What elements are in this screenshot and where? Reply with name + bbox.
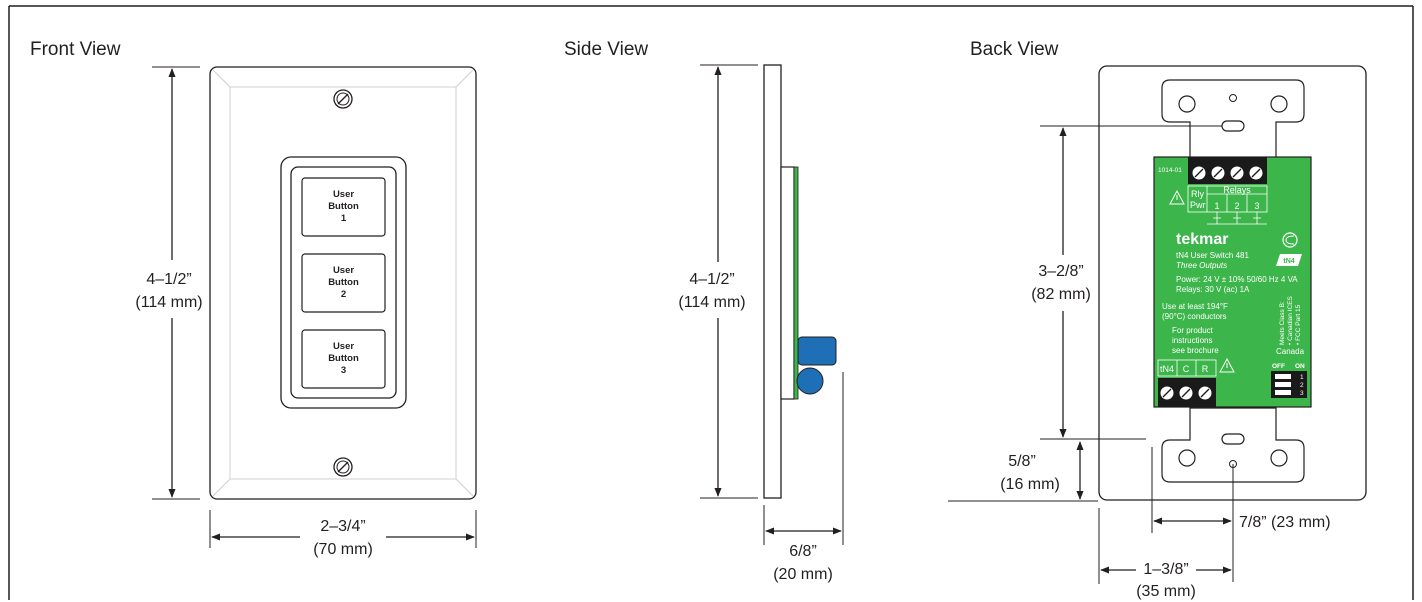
side-plate-profile xyxy=(763,64,782,499)
front-height-imperial: 4–1/2” xyxy=(146,271,191,288)
back-hole-spacing-metric: (82 mm) xyxy=(1031,286,1091,303)
side-height-dimension: 4–1/2” (114 mm) xyxy=(678,64,758,499)
side-depth-dimension: 6/8” (20 mm) xyxy=(763,372,844,583)
diagram-frame xyxy=(8,5,1414,600)
side-pcb xyxy=(793,166,799,400)
front-screw-bottom-icon xyxy=(333,457,353,477)
back-hole-spacing-imperial: 3–2/8” xyxy=(1038,263,1083,280)
back-side-offset-metric: (35 mm) xyxy=(1136,583,1196,600)
back-pcb: 1014-01 Rly Pwr Relays 1 2 3 xyxy=(1153,156,1312,408)
pcb-product-name: tN4 User Switch 481 xyxy=(1176,251,1249,260)
pcb-rly-label: Rly xyxy=(1191,189,1204,199)
front-view: Front View User Button 1 xyxy=(30,39,477,558)
front-view-title: Front View xyxy=(30,39,121,60)
dip-switch: 1 2 3 xyxy=(1271,371,1307,398)
pcb-brand-logo: tekmar xyxy=(1176,231,1228,248)
back-bottom-offset-metric: (16 mm) xyxy=(1000,476,1060,493)
back-center-offset-label: 7/8” (23 mm) xyxy=(1239,514,1331,531)
pcb-relay-3: 3 xyxy=(1254,201,1259,211)
dip-on-label: ON xyxy=(1295,363,1305,370)
back-bottom-offset-dimension: 5/8” (16 mm) xyxy=(948,441,1098,502)
relay-terminal-screws xyxy=(1191,165,1264,181)
front-height-dimension: 4–1/2” (114 mm) xyxy=(135,66,203,500)
dip-off-label: OFF xyxy=(1272,363,1285,370)
user-button-3-line2: Button xyxy=(328,353,359,364)
side-knob xyxy=(796,367,824,395)
back-hole-spacing-dimension: 3–2/8” (82 mm) xyxy=(1031,125,1222,440)
pcb-terminal-r: R xyxy=(1202,364,1209,374)
dip-switch-2: 2 xyxy=(1300,382,1304,389)
pcb-relay-rating: Relays: 30 V (ac) 1A xyxy=(1176,285,1250,294)
pcb-conductors-line2: (90°C) conductors xyxy=(1162,312,1227,321)
user-button-1-number: 1 xyxy=(341,213,347,224)
user-button-2-number: 2 xyxy=(341,289,346,300)
back-center-offset-dimension: 7/8” (23 mm) xyxy=(1151,447,1331,582)
warning-triangle-2-icon xyxy=(1219,357,1235,373)
front-width-dimension: 2–3/4” (70 mm) xyxy=(209,510,477,558)
pcb-compliance-fcc: • FCC Part 15 xyxy=(1295,304,1302,345)
pcb-relay-1: 1 xyxy=(1214,201,1219,211)
pcb-part-number: 1014-01 xyxy=(1158,167,1182,174)
back-side-offset-dimension: 1–3/8” (35 mm) xyxy=(1098,508,1232,600)
pcb-relays-label: Relays xyxy=(1223,185,1251,195)
pcb-canada: Canada xyxy=(1276,347,1305,356)
user-button-3-line1: User xyxy=(333,341,354,352)
user-button-2-line2: Button xyxy=(328,277,359,288)
warning-triangle-icon xyxy=(1169,189,1185,205)
pcb-pwr-label: Pwr xyxy=(1190,200,1206,210)
side-height-imperial: 4–1/2” xyxy=(689,271,734,288)
side-body xyxy=(780,166,795,400)
pcb-relay-2: 2 xyxy=(1234,201,1239,211)
side-view-title: Side View xyxy=(564,39,648,60)
bus-terminal-screws xyxy=(1159,385,1213,401)
dip-switch-1: 1 xyxy=(1300,374,1304,381)
side-depth-imperial: 6/8” xyxy=(789,543,817,560)
front-width-imperial: 2–3/4” xyxy=(320,518,365,535)
pcb-terminal-tn4: tN4 xyxy=(1160,364,1174,374)
pcb-terminal-c: C xyxy=(1183,364,1190,374)
pcb-compliance: Meets Class B: • Canadian ICES • FCC Par… xyxy=(1279,295,1302,345)
top-mounting-bracket xyxy=(1161,79,1305,159)
user-button-2: User Button 2 xyxy=(301,253,386,313)
tn4-badge-text: tN4 xyxy=(1283,258,1294,265)
user-button-1-line2: Button xyxy=(328,201,359,212)
back-side-offset-imperial: 1–3/8” xyxy=(1143,561,1188,578)
pcb-instructions-line3: see brochure xyxy=(1172,346,1219,355)
user-button-3-number: 3 xyxy=(341,365,346,376)
back-bottom-offset-imperial: 5/8” xyxy=(1008,453,1036,470)
pcb-instructions-line1: For product xyxy=(1172,326,1214,335)
pcb-power-rating: Power: 24 V ± 10% 50/60 Hz 4 VA xyxy=(1176,275,1298,284)
pcb-conductors-line1: Use at least 194°F xyxy=(1162,302,1228,311)
pcb-compliance-title: Meets Class B: xyxy=(1279,301,1286,345)
dip-switch-3: 3 xyxy=(1300,390,1304,397)
side-height-metric: (114 mm) xyxy=(678,294,745,311)
tn4-badge-icon: tN4 xyxy=(1276,254,1302,266)
csa-mark-icon xyxy=(1282,232,1298,248)
user-button-2-line1: User xyxy=(333,265,354,276)
bottom-mounting-bracket xyxy=(1161,407,1305,483)
user-button-3: User Button 3 xyxy=(301,329,386,389)
side-blue-connector xyxy=(797,336,837,366)
front-width-metric: (70 mm) xyxy=(313,541,373,558)
relay-contact-symbols xyxy=(1207,212,1267,225)
pcb-compliance-ices: • Canadian ICES xyxy=(1287,295,1294,345)
side-view: Side View 4–1/2” (114 mm) 6/8” (20 mm) xyxy=(564,39,844,583)
back-view: Back View xyxy=(948,39,1367,600)
front-screw-top-icon xyxy=(333,89,353,109)
pcb-outputs: Three Outputs xyxy=(1176,261,1227,270)
front-height-metric: (114 mm) xyxy=(135,294,202,311)
user-button-1: User Button 1 xyxy=(301,177,386,237)
back-view-title: Back View xyxy=(970,39,1059,60)
side-depth-metric: (20 mm) xyxy=(773,566,833,583)
user-button-1-line1: User xyxy=(333,189,354,200)
pcb-instructions-line2: instructions xyxy=(1172,336,1212,345)
